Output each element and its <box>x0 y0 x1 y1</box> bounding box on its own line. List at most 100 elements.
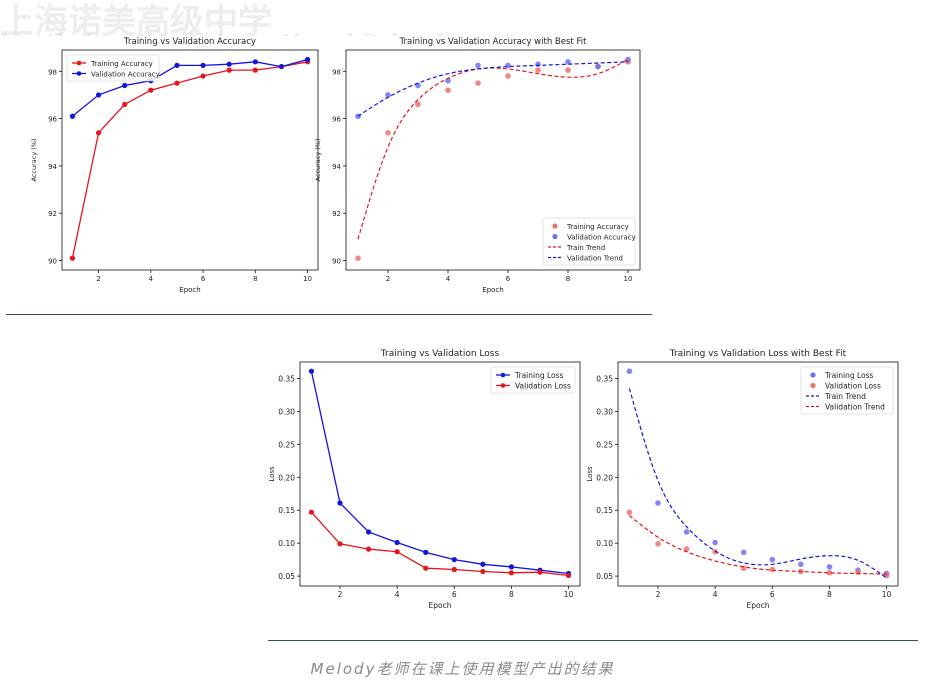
data-point <box>148 87 154 93</box>
plot-frame <box>61 49 319 271</box>
data-point <box>174 62 180 68</box>
data-point <box>595 63 601 70</box>
y-tick-label: 98 <box>48 68 57 76</box>
data-point <box>69 113 76 119</box>
x-tick-label: 10 <box>303 275 312 283</box>
data-point <box>337 541 343 547</box>
data-point <box>226 61 232 67</box>
legend-label: Training Loss <box>514 371 564 380</box>
data-point <box>226 67 232 73</box>
legend-label: Train Trend <box>824 392 866 401</box>
data-point <box>423 549 429 555</box>
x-tick-label: 8 <box>827 590 832 599</box>
legend-marker <box>500 383 506 388</box>
data-point <box>95 130 102 136</box>
data-point <box>423 565 429 571</box>
x-axis-label: Epoch <box>429 601 452 610</box>
data-point <box>252 59 258 65</box>
legend-box <box>490 366 576 394</box>
x-axis-label: Epoch <box>179 286 200 294</box>
x-tick-label: 6 <box>770 590 775 599</box>
legend-label: Validation Trend <box>567 254 623 262</box>
data-point <box>385 129 391 136</box>
legend-label: Training Accuracy <box>566 223 629 231</box>
legend-label: Validation Loss <box>515 381 571 390</box>
legend: Training Accuracy Validation Accuracy Trai… <box>542 217 636 266</box>
y-tick-label: 0.20 <box>596 473 613 482</box>
x-tick-label: 2 <box>96 275 100 283</box>
y-tick-label: 0.30 <box>596 407 613 416</box>
y-tick-label: 96 <box>48 116 57 124</box>
legend-label: Validation Accuracy <box>567 233 636 241</box>
y-tick-label: 0.10 <box>278 539 295 548</box>
x-tick-label: 6 <box>452 590 457 599</box>
legend-marker <box>76 60 82 66</box>
legend-marker <box>810 372 816 378</box>
data-point <box>122 101 128 108</box>
data-point <box>451 566 457 573</box>
data-point <box>683 529 690 535</box>
y-tick-label: 96 <box>332 116 341 124</box>
y-tick-label: 90 <box>332 258 341 266</box>
data-point <box>69 255 76 261</box>
y-tick-label: 0.10 <box>596 539 613 548</box>
series-line <box>71 58 308 117</box>
legend-marker <box>552 233 558 240</box>
data-point <box>200 62 206 68</box>
data-point <box>769 556 776 563</box>
data-point <box>365 546 372 552</box>
trend-line <box>357 61 629 117</box>
legend-marker <box>810 382 816 389</box>
legend-label: Train Trend <box>566 244 605 252</box>
series-line <box>71 61 308 259</box>
x-tick-label: 10 <box>624 275 633 283</box>
divider-top <box>6 314 652 315</box>
data-point <box>535 61 541 67</box>
series-line <box>310 371 569 575</box>
data-point <box>565 59 571 65</box>
chart-title: Training vs Validation Accuracy with Bes… <box>399 37 587 47</box>
data-point <box>278 63 285 70</box>
y-tick-label: 0.35 <box>278 374 295 383</box>
chart-panel-accuracy: Training vs Validation Accuracy 2 4 6 8 10 90 9… <box>0 36 328 294</box>
y-tick-label: 0.35 <box>596 374 613 383</box>
chart-title: Training vs Validation Accuracy <box>123 37 256 47</box>
y-tick-label: 0.20 <box>278 473 295 482</box>
legend-label: Validation Trend <box>825 402 885 411</box>
data-point <box>445 87 451 94</box>
x-tick-label: 2 <box>338 590 343 599</box>
x-tick-label: 4 <box>713 590 718 599</box>
chart-panel-loss-fit: Training vs Validation Loss with Best Fi… <box>586 344 918 612</box>
x-tick-label: 2 <box>656 590 661 599</box>
data-point <box>505 62 511 69</box>
legend-label: Validation Loss <box>825 381 881 390</box>
y-tick-label: 0.15 <box>278 506 295 515</box>
y-tick-label: 0.25 <box>596 440 613 449</box>
x-tick-label: 8 <box>509 590 514 599</box>
legend-box <box>542 217 636 266</box>
data-point <box>337 500 343 506</box>
y-tick-label: 0.30 <box>278 407 295 416</box>
legend-box <box>800 366 894 415</box>
legend-marker <box>552 223 558 229</box>
y-tick-label: 0.05 <box>278 572 295 581</box>
legend-label: Training Accuracy <box>90 60 153 68</box>
chart-title: Training vs Validation Loss with Best Fi… <box>669 349 847 359</box>
data-point <box>855 569 861 575</box>
x-tick-label: 10 <box>882 590 892 599</box>
data-point <box>308 368 315 374</box>
legend-label: Training Loss <box>824 371 874 380</box>
data-point <box>535 67 541 73</box>
data-point <box>655 500 661 506</box>
y-tick-label: 94 <box>332 163 341 171</box>
chart-accuracy: Training vs Validation Accuracy 2 4 6 8 10 90 9… <box>30 37 319 294</box>
x-tick-label: 4 <box>446 275 451 283</box>
legend-box <box>66 54 160 82</box>
data-point <box>385 92 391 98</box>
data-point <box>200 73 206 79</box>
data-point <box>798 561 804 568</box>
plot-frame <box>299 361 581 587</box>
y-axis-label: Loss <box>586 466 594 482</box>
data-point <box>655 541 661 547</box>
